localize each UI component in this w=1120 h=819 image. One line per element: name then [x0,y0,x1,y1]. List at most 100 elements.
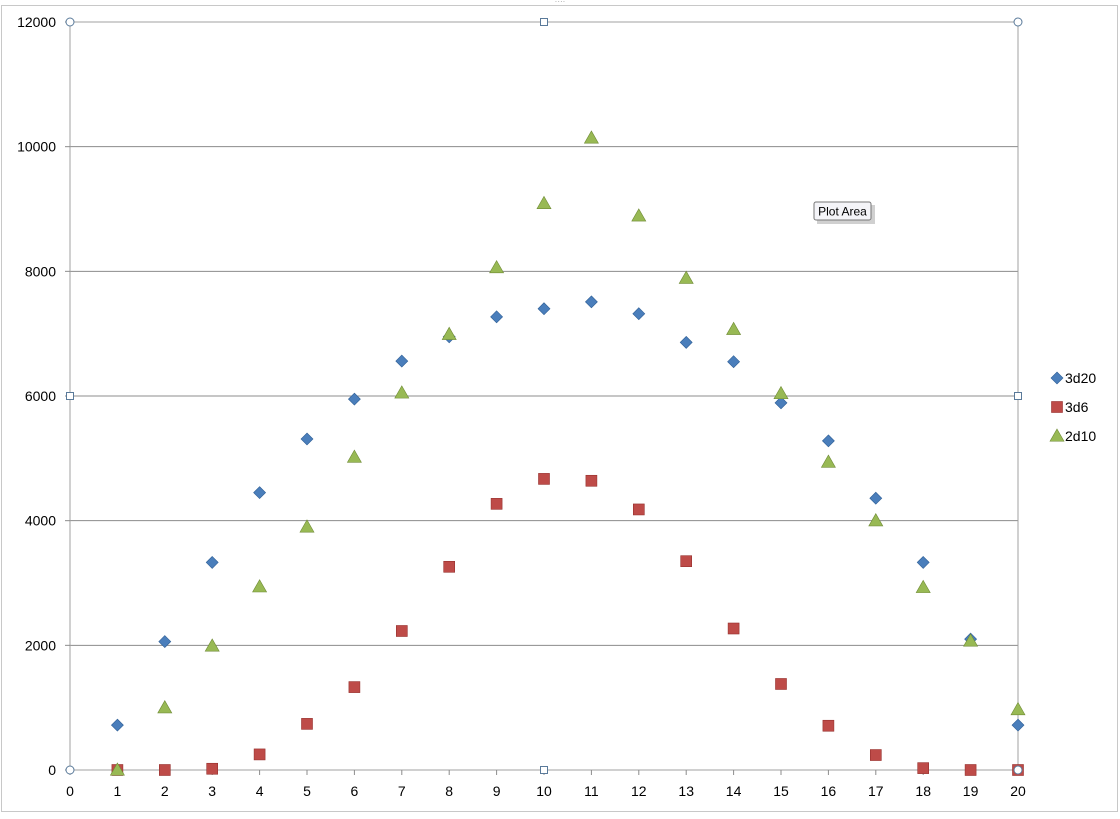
data-point-2d10[interactable] [536,195,552,209]
data-point-2d10[interactable] [868,513,884,527]
y-tick-label: 0 [48,762,56,778]
data-point-3d6[interactable] [159,764,171,776]
resize-grip-icon[interactable]: ···· [555,0,566,6]
data-point-2d10[interactable] [963,633,979,647]
x-tick-label: 19 [963,783,979,799]
data-point-2d10[interactable] [773,385,789,400]
data-point-3d20[interactable] [253,486,267,500]
data-point-3d6[interactable] [964,764,977,776]
data-point-3d6[interactable] [443,560,456,573]
legend-label-3d20: 3d20 [1065,370,1096,386]
data-point-2d10[interactable] [441,326,457,340]
data-point-3d20[interactable] [537,302,551,316]
corner-handle[interactable] [1013,17,1023,27]
data-point-3d6[interactable] [727,622,740,635]
data-point-3d6[interactable] [348,681,361,693]
legend-label-3d6: 3d6 [1065,399,1089,415]
data-point-2d10[interactable] [915,579,931,593]
data-point-3d20[interactable] [821,434,835,448]
data-point-2d10[interactable] [394,385,410,399]
data-point-3d20[interactable] [869,491,883,505]
data-point-3d20[interactable] [158,635,172,649]
data-point-2d10[interactable] [109,762,125,776]
data-point-2d10[interactable] [157,700,173,714]
x-tick-label: 18 [915,783,931,799]
chart-area-border [1,5,1118,812]
legend-marker-3d20[interactable] [1050,371,1064,385]
x-tick-label: 13 [678,783,694,799]
edge-handle[interactable] [540,766,548,774]
x-tick-label: 10 [536,783,552,799]
data-point-2d10[interactable] [204,638,220,652]
data-point-3d20[interactable] [632,307,646,321]
legend-marker-3d6[interactable] [1051,401,1063,413]
data-point-3d6[interactable] [538,473,550,485]
data-point-3d20[interactable] [347,392,361,406]
x-tick-label: 7 [398,783,406,799]
data-point-3d6[interactable] [775,678,787,690]
x-tick-label: 6 [351,783,359,799]
data-point-2d10[interactable] [726,321,742,335]
x-tick-label: 1 [114,783,122,799]
data-point-3d20[interactable] [205,556,219,569]
data-point-2d10[interactable] [299,519,315,533]
data-point-2d10[interactable] [583,130,599,144]
data-point-3d6[interactable] [395,625,408,637]
data-point-3d6[interactable] [680,555,693,567]
data-point-3d20[interactable] [916,556,930,569]
data-point-3d6[interactable] [253,748,266,761]
series-2d10 [109,130,1026,776]
data-point-2d10[interactable] [346,449,362,463]
data-point-3d20[interactable] [110,718,124,732]
legend: 3d20 3d6 2d10 [1049,370,1096,444]
data-point-3d6[interactable] [490,498,503,510]
series-3d20 [110,295,1025,732]
data-point-3d20[interactable] [679,335,693,349]
x-tick-label: 9 [493,783,501,799]
data-point-2d10[interactable] [1010,701,1026,716]
data-point-3d20[interactable] [727,355,741,369]
tooltip-text: Plot Area [818,205,867,219]
data-point-3d6[interactable] [917,762,930,774]
data-marks [109,130,1026,776]
y-tick-label: 8000 [25,263,56,279]
y-tick-label: 6000 [25,388,56,404]
legend-marker-2d10[interactable] [1049,428,1065,442]
data-point-3d20[interactable] [1011,718,1025,732]
x-tick-label: 8 [445,783,453,799]
data-point-3d6[interactable] [869,749,882,761]
x-tick-label: 20 [1010,783,1026,799]
data-point-3d6[interactable] [632,503,645,516]
data-point-3d6[interactable] [206,762,218,775]
plot-area-selection-handles[interactable] [65,17,1023,775]
data-point-2d10[interactable] [820,454,836,468]
corner-handle[interactable] [65,765,75,775]
data-point-3d20[interactable] [300,432,314,446]
x-tick-label: 15 [773,783,789,799]
y-tick-label: 10000 [17,139,56,155]
data-point-3d6[interactable] [822,719,835,732]
data-point-2d10[interactable] [489,259,505,274]
data-point-3d20[interactable] [490,310,504,324]
data-point-3d6[interactable] [301,718,313,730]
data-point-3d20[interactable] [774,396,788,410]
x-tick-label: 3 [208,783,216,799]
x-tick-label: 2 [161,783,169,799]
x-tick-label: 17 [868,783,884,799]
data-point-3d20[interactable] [584,295,598,309]
edge-handle[interactable] [540,18,548,26]
data-point-2d10[interactable] [252,579,268,593]
data-point-3d20[interactable] [395,354,409,368]
edge-handle[interactable] [1014,392,1022,400]
gridlines [70,146,1018,646]
data-point-2d10[interactable] [631,208,647,222]
x-tick-label: 0 [66,783,74,799]
data-point-2d10[interactable] [678,270,694,284]
x-tick-label: 4 [256,783,264,799]
edge-handle[interactable] [66,392,74,400]
corner-handle[interactable] [65,17,75,27]
data-point-3d6[interactable] [585,474,598,487]
corner-handle[interactable] [1013,765,1023,775]
